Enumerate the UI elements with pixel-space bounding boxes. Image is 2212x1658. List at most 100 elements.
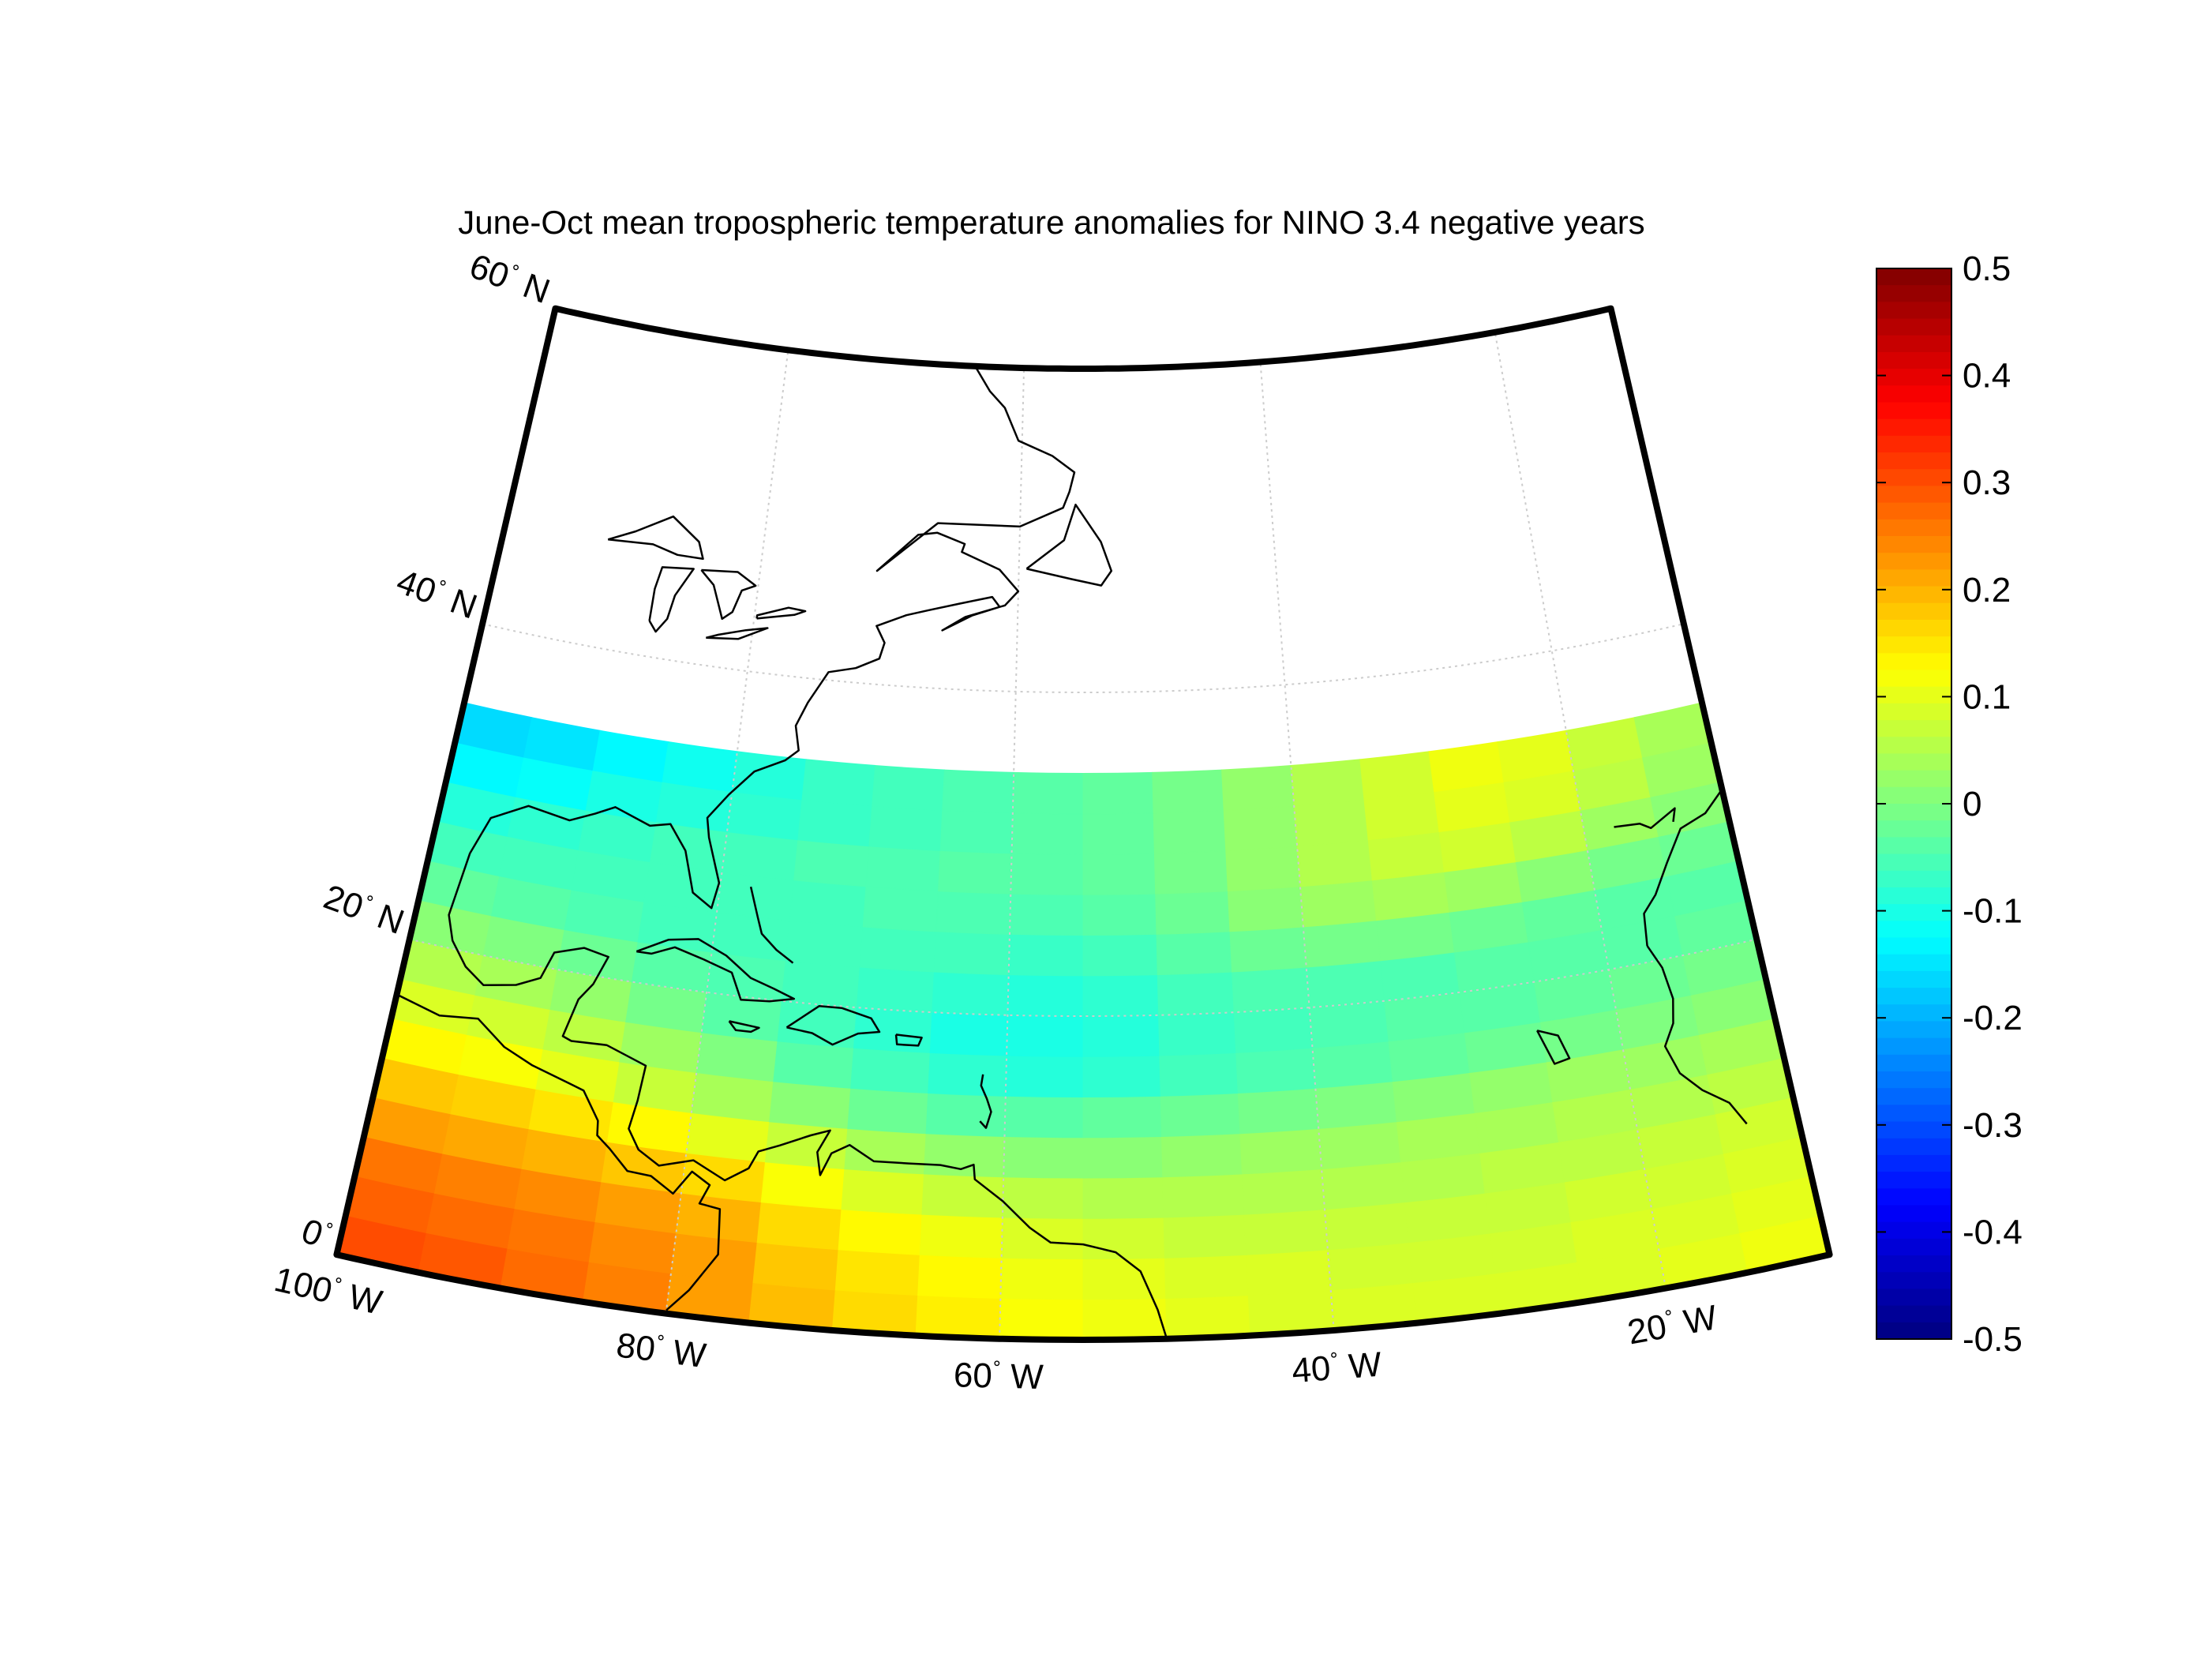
anomaly-cell xyxy=(1233,1007,1314,1053)
anomaly-cell xyxy=(925,1092,1007,1138)
anomaly-cell xyxy=(756,1202,842,1251)
anomaly-cell xyxy=(1327,1242,1414,1291)
colorbar-tick-label: -0.3 xyxy=(1963,1106,2023,1145)
anomaly-cell xyxy=(1306,960,1385,1008)
anomaly-cell xyxy=(1223,805,1298,851)
anomaly-cell xyxy=(933,931,1010,976)
colorbar-tick-label: -0.1 xyxy=(1963,892,2023,931)
coastline xyxy=(607,515,704,561)
colorbar-swatch xyxy=(1876,904,1951,921)
coastline xyxy=(1025,503,1113,587)
anomaly-cell xyxy=(1005,1055,1084,1098)
colorbar-swatch xyxy=(1876,786,1951,805)
coastline xyxy=(728,1020,760,1033)
colorbar-swatch xyxy=(1876,1154,1951,1172)
anomaly-cell xyxy=(1164,1254,1249,1299)
colorbar-swatch xyxy=(1876,870,1951,888)
anomaly-cell xyxy=(1296,839,1373,887)
anomaly-cell xyxy=(865,846,941,892)
colorbar-swatch xyxy=(1876,1054,1951,1072)
colorbar-swatch xyxy=(1876,435,1951,453)
colorbar-swatch xyxy=(1876,970,1951,988)
colorbar-tick-label: -0.5 xyxy=(1963,1320,2023,1359)
colorbar-swatch xyxy=(1876,653,1951,671)
anomaly-cell xyxy=(1082,1217,1165,1260)
colorbar-swatch xyxy=(1876,285,1951,302)
coastline xyxy=(749,886,794,964)
anomaly-cell xyxy=(1082,1257,1167,1300)
anomaly-cell xyxy=(1011,812,1084,855)
anomaly-cell xyxy=(1309,1000,1389,1048)
anomaly-cell xyxy=(859,926,937,973)
colorbar-swatch xyxy=(1876,302,1951,320)
anomaly-cell xyxy=(838,1209,923,1255)
colorbar-swatch xyxy=(1876,586,1951,604)
colorbar-swatch xyxy=(1876,921,1951,939)
longitude-labels: 100° W 80° W 60° W 40° W 20° W xyxy=(271,1260,1720,1397)
colorbar-swatch xyxy=(1876,837,1951,855)
map-frame xyxy=(333,305,1833,1343)
longitude-gridline xyxy=(1259,362,1335,1331)
colorbar-swatch xyxy=(1876,1205,1951,1223)
coastline xyxy=(894,1033,923,1047)
colorbar-swatch xyxy=(1876,1221,1951,1240)
anomaly-cell xyxy=(1153,809,1227,854)
anomaly-cell xyxy=(1159,1052,1239,1097)
colorbar-swatch xyxy=(1876,619,1951,637)
latitude-gridline xyxy=(409,938,1757,1018)
colorbar-swatch xyxy=(1876,804,1951,821)
colorbar-ticks: 0.5 0.4 0.3 0.2 0.1 0 -0.1 -0.2 -0.3 -0.4 -0.5 xyxy=(1876,249,2023,1359)
anomaly-cell xyxy=(1162,1173,1245,1218)
anomaly-cell xyxy=(915,1294,1001,1340)
anomaly-cell xyxy=(929,1011,1008,1056)
colorbar-swatch xyxy=(1876,770,1951,788)
colorbar-swatch xyxy=(1876,1071,1951,1089)
anomaly-cell xyxy=(1299,880,1378,928)
anomaly-cell xyxy=(932,971,1010,1016)
anomaly-cell xyxy=(1157,971,1235,1016)
colorbar-swatch xyxy=(1876,1172,1951,1189)
anomaly-cell xyxy=(1235,1047,1316,1094)
colorbar-swatch xyxy=(1876,1289,1951,1307)
colorbar-swatch xyxy=(1876,1238,1951,1256)
coastline xyxy=(755,606,807,620)
anomaly-cell xyxy=(773,1041,855,1089)
colorbar-swatch xyxy=(1876,1004,1951,1022)
longitude-label: 100° W xyxy=(271,1260,386,1322)
longitude-label: 40° W xyxy=(1291,1345,1384,1390)
colorbar-swatch xyxy=(1876,1322,1951,1340)
anomaly-cell xyxy=(769,1081,852,1129)
anomaly-cell xyxy=(999,1257,1084,1300)
anomaly-cell xyxy=(919,1213,1003,1259)
anomaly-cell xyxy=(1003,1135,1084,1179)
anomaly-cell xyxy=(1243,1209,1329,1255)
colorbar-swatch xyxy=(1876,369,1951,386)
colorbar-swatch xyxy=(1876,536,1951,553)
anomaly-cell xyxy=(1311,1041,1393,1089)
colorbar-swatch xyxy=(1876,937,1951,955)
colorbar-swatch xyxy=(1876,1138,1951,1156)
chart-title: June-Oct mean tropospheric temperature a… xyxy=(458,204,1644,241)
colorbar-swatch xyxy=(1876,569,1951,587)
longitude-gridline xyxy=(999,368,1025,1339)
anomaly-cell xyxy=(1318,1121,1402,1170)
colorbar-tick-label: 0.1 xyxy=(1963,677,2011,716)
anomaly-cell xyxy=(1155,891,1231,935)
anomaly-cell xyxy=(942,769,1014,814)
anomaly-cell xyxy=(1229,926,1307,973)
longitude-gridline xyxy=(1494,332,1666,1289)
anomaly-cell xyxy=(1082,1095,1163,1138)
colorbar-swatch xyxy=(1876,670,1951,688)
colorbar-swatch xyxy=(1876,469,1951,487)
colorbar-swatch xyxy=(1876,737,1951,755)
anomaly-cell xyxy=(844,1127,927,1175)
anomaly-cell xyxy=(1321,1161,1406,1210)
coastline xyxy=(1643,789,1723,947)
anomaly-cell xyxy=(1324,1202,1410,1251)
anomaly-cell xyxy=(797,799,873,847)
colorbar-swatch xyxy=(1876,502,1951,520)
colorbar-swatch xyxy=(1876,602,1951,621)
anomaly-cell xyxy=(847,1087,929,1135)
colorbar-swatch xyxy=(1876,1105,1951,1123)
